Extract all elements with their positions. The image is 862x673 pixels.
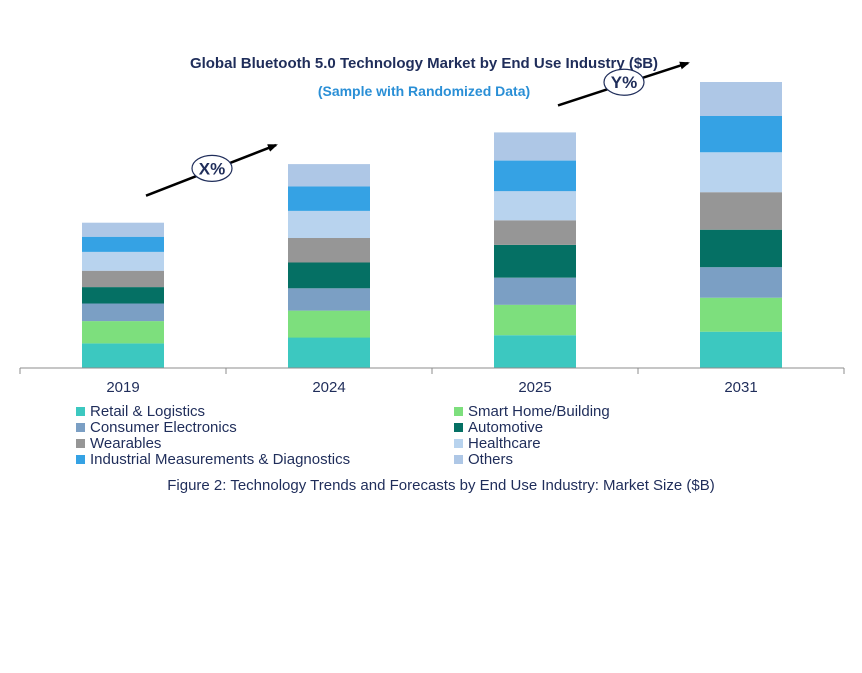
legend-swatch-others — [454, 455, 463, 464]
legend-label-automotive: Automotive — [468, 419, 543, 436]
bar-industrial-measurements-diagnostics-2024 — [288, 186, 370, 211]
bar-wearables-2024 — [288, 237, 370, 263]
bar-others-2025 — [494, 132, 576, 161]
x-tick-label-2024: 2024 — [312, 379, 345, 396]
x-tick-label-2025: 2025 — [518, 379, 551, 396]
legend-swatch-smart-home-building — [454, 407, 463, 416]
figure-caption: Figure 2: Technology Trends and Forecast… — [167, 477, 714, 494]
bar-smart-home-building-2019 — [82, 321, 164, 344]
x-tick-label-2019: 2019 — [106, 379, 139, 396]
bar-smart-home-building-2024 — [288, 310, 370, 338]
growth-badge-2019-2024 — [191, 154, 233, 182]
bar-industrial-measurements-diagnostics-2031 — [700, 116, 782, 153]
chart-subtitle: (Sample with Randomized Data) — [318, 83, 530, 99]
growth-badge-2025-2031 — [603, 68, 645, 96]
bar-consumer-electronics-2025 — [494, 277, 576, 305]
legend-swatch-healthcare — [454, 439, 463, 448]
legend-label-wearables: Wearables — [90, 435, 161, 452]
chart-title: Global Bluetooth 5.0 Technology Market b… — [190, 55, 658, 72]
bar-wearables-2019 — [82, 270, 164, 288]
bar-wearables-2025 — [494, 220, 576, 245]
bar-others-2024 — [288, 164, 370, 187]
legend-swatch-wearables — [76, 439, 85, 448]
bar-retail-logistics-2024 — [288, 337, 370, 368]
bar-healthcare-2019 — [82, 252, 164, 271]
bar-others-2031 — [700, 82, 782, 116]
bar-smart-home-building-2031 — [700, 297, 782, 332]
growth-label-2025-2031: Y% — [611, 73, 637, 92]
bar-consumer-electronics-2031 — [700, 267, 782, 298]
bar-healthcare-2024 — [288, 211, 370, 238]
bar-smart-home-building-2025 — [494, 304, 576, 336]
bar-healthcare-2025 — [494, 191, 576, 221]
legend-swatch-industrial-measurements-diagnostics — [76, 455, 85, 464]
bar-wearables-2031 — [700, 192, 782, 230]
bar-consumer-electronics-2019 — [82, 303, 164, 322]
bar-automotive-2019 — [82, 287, 164, 304]
legend: Retail & Logistics Smart Home/Building Con… — [76, 403, 610, 468]
legend-label-retail-logistics: Retail & Logistics — [90, 403, 205, 420]
bar-retail-logistics-2025 — [494, 335, 576, 368]
bar-retail-logistics-2031 — [700, 331, 782, 368]
bar-automotive-2031 — [700, 229, 782, 268]
bar-retail-logistics-2019 — [82, 343, 164, 368]
bar-consumer-electronics-2024 — [288, 288, 370, 311]
bar-industrial-measurements-diagnostics-2025 — [494, 160, 576, 192]
legend-swatch-retail-logistics — [76, 407, 85, 416]
growth-annotations: X% Y% — [145, 61, 690, 197]
legend-swatch-consumer-electronics — [76, 423, 85, 432]
growth-label-2019-2024: X% — [199, 159, 225, 178]
bars-group — [82, 82, 782, 368]
legend-label-consumer-electronics: Consumer Electronics — [90, 419, 237, 436]
x-axis: 2019 2024 2025 2031 — [19, 367, 845, 396]
bar-others-2019 — [82, 222, 164, 237]
bar-automotive-2025 — [494, 244, 576, 278]
legend-label-others: Others — [468, 451, 513, 468]
legend-label-smart-home-building: Smart Home/Building — [468, 403, 610, 420]
x-tick-label-2031: 2031 — [724, 379, 757, 396]
legend-label-healthcare: Healthcare — [468, 435, 541, 452]
bar-automotive-2024 — [288, 262, 370, 289]
legend-label-industrial-measurements-diagnostics: Industrial Measurements & Diagnostics — [90, 451, 350, 468]
legend-swatch-automotive — [454, 423, 463, 432]
bar-healthcare-2031 — [700, 152, 782, 193]
bar-industrial-measurements-diagnostics-2019 — [82, 236, 164, 252]
